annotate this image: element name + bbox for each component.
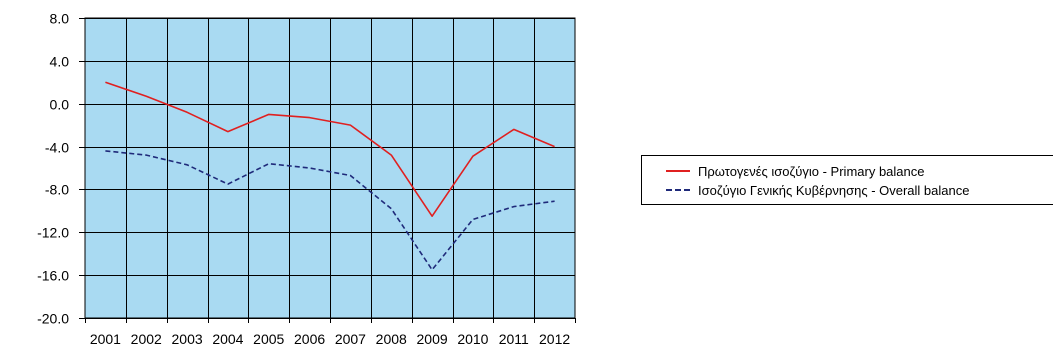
x-tick-label: 2010 bbox=[457, 331, 488, 347]
overall-balance-swatch bbox=[666, 189, 690, 191]
y-tick-label: 0.0 bbox=[50, 97, 70, 113]
primary-balance-line bbox=[105, 81, 555, 217]
y-tick-label: -20.0 bbox=[37, 311, 69, 327]
x-tick-label: 2005 bbox=[253, 331, 284, 347]
legend-label-overall-balance: Ισοζύγιο Γενικής Κυβέρνησης - Overall ba… bbox=[698, 182, 970, 198]
legend-label-primary-balance: Πρωτογενές ισοζύγιο - Primary balance bbox=[698, 163, 925, 179]
primary-balance-swatch bbox=[666, 170, 690, 172]
x-tick-label: 2009 bbox=[417, 331, 448, 347]
line-chart: 8.04.00.0-4.0-8.0-12.0-16.0-20.0 2001 200… bbox=[37, 11, 576, 347]
series-lines bbox=[105, 81, 555, 271]
x-tick-label: 2012 bbox=[539, 331, 570, 347]
y-tick-label: -4.0 bbox=[45, 140, 69, 156]
overall-balance-line bbox=[105, 150, 555, 271]
x-tick-label: 2007 bbox=[335, 331, 366, 347]
y-tick-label: 8.0 bbox=[50, 11, 70, 27]
grid-lines bbox=[85, 18, 575, 319]
y-tick-label: 4.0 bbox=[50, 54, 70, 70]
x-tick-label: 2011 bbox=[499, 331, 529, 347]
y-tick-label: -16.0 bbox=[37, 268, 69, 284]
legend-item-overall-balance: Ισοζύγιο Γενικής Κυβέρνησης - Overall ba… bbox=[666, 182, 969, 198]
x-tick-label: 2003 bbox=[172, 331, 203, 347]
x-tick-label: 2004 bbox=[212, 331, 243, 347]
y-axis-ticks: 8.0 4.0 0.0 -4.0 -8.0 -12.0 -16.0 -20.0 bbox=[37, 11, 85, 327]
x-tick-label: 2001 bbox=[90, 331, 121, 347]
y-tick-label: -12.0 bbox=[37, 225, 69, 241]
x-axis-ticks: 2001 2002 2003 2004 2005 2006 2007 2008 2009 2010… bbox=[85, 318, 576, 347]
x-tick-label: 2006 bbox=[294, 331, 325, 347]
x-tick-label: 2008 bbox=[376, 331, 407, 347]
y-tick-label: -8.0 bbox=[45, 182, 69, 198]
legend: Πρωτογενές ισοζύγιο - Primary balance Ισ… bbox=[641, 155, 1053, 205]
x-tick-label: 2002 bbox=[131, 331, 162, 347]
legend-item-primary-balance: Πρωτογενές ισοζύγιο - Primary balance bbox=[666, 163, 924, 179]
